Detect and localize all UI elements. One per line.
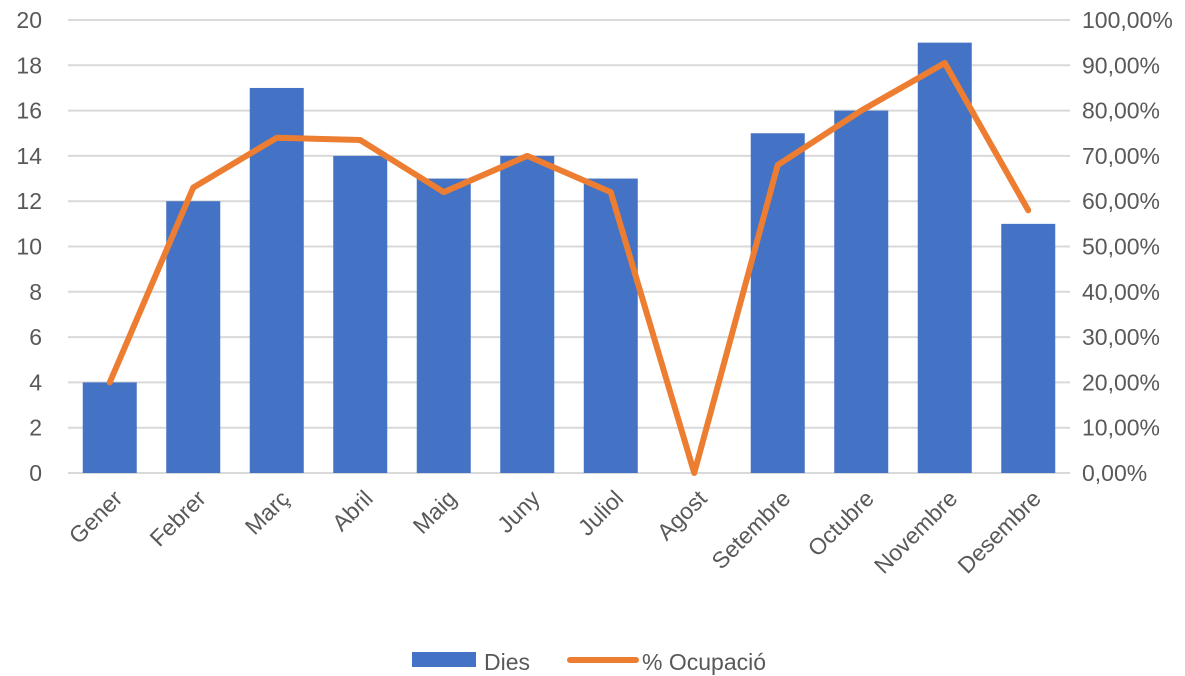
bar-octubre	[834, 111, 888, 473]
x-axis-label: Octubre	[803, 485, 879, 561]
x-axis-label: Febrer	[144, 485, 211, 552]
bar-gener	[83, 382, 137, 473]
right-axis-tick-label: 90,00%	[1082, 52, 1160, 78]
right-axis-tick-label: 30,00%	[1082, 324, 1160, 350]
left-axis-ticks: 0 2 4 6 8 10 12 14 16 18 20	[16, 7, 42, 486]
line-point-març	[276, 137, 278, 139]
legend-label-line: % Ocupació	[642, 649, 766, 675]
right-axis-tick-label: 40,00%	[1082, 279, 1160, 305]
x-axis-labels: Gener Febrer Març Abril Maig Juny Juliol AgostS…	[64, 485, 1046, 579]
right-axis-ticks: 0,00% 10,00% 20,00% 30,00% 40,00% 50,00% 60,00…	[1082, 7, 1173, 486]
right-axis-tick-label: 100,00%	[1082, 7, 1173, 33]
bar-desembre	[1001, 224, 1055, 473]
left-axis-tick-label: 0	[29, 460, 42, 486]
right-axis-tick-label: 10,00%	[1082, 415, 1160, 441]
x-axis-label: Desembre	[952, 485, 1045, 578]
left-axis-tick-label: 4	[29, 369, 42, 395]
line-point-novembre	[944, 62, 946, 64]
line-ocupacio	[110, 63, 1029, 473]
line-point-agost	[693, 472, 695, 474]
x-axis-label: Agost	[652, 485, 712, 545]
legend: Dies % Ocupació	[412, 649, 766, 675]
legend-swatch-bar	[412, 652, 476, 667]
x-axis-label: Juliol	[573, 485, 628, 540]
bar-novembre	[918, 43, 972, 473]
right-axis-tick-label: 80,00%	[1082, 98, 1160, 124]
bar-juny	[500, 156, 554, 473]
right-axis-tick-label: 20,00%	[1082, 369, 1160, 395]
line-point-juliol	[610, 191, 612, 193]
line-point-maig	[443, 191, 445, 193]
x-axis-label: Gener	[64, 485, 128, 549]
bar-febrer	[166, 201, 220, 473]
x-axis-label: Setembre	[706, 485, 795, 574]
bar-series	[83, 43, 1056, 473]
line-series	[109, 62, 1030, 474]
left-axis-tick-label: 8	[29, 279, 42, 305]
left-axis-tick-label: 20	[16, 7, 42, 33]
left-axis-tick-label: 14	[16, 143, 42, 169]
x-axis-label: Novembre	[869, 485, 962, 578]
left-axis-tick-label: 2	[29, 415, 42, 441]
left-axis-tick-label: 18	[16, 52, 42, 78]
right-axis-tick-label: 50,00%	[1082, 234, 1160, 260]
line-point-octubre	[860, 110, 862, 112]
line-point-desembre	[1027, 209, 1029, 211]
right-axis-tick-label: 60,00%	[1082, 188, 1160, 214]
line-point-juny	[526, 155, 528, 157]
left-axis-tick-label: 12	[16, 188, 42, 214]
right-axis-tick-label: 0,00%	[1082, 460, 1147, 486]
bar-juliol	[584, 179, 638, 473]
line-point-gener	[109, 381, 111, 383]
bar-maig	[417, 179, 471, 473]
line-point-febrer	[192, 187, 194, 189]
x-axis-label: Març	[240, 485, 295, 540]
x-axis-label: Abril	[327, 485, 378, 536]
x-axis-label: Maig	[408, 485, 462, 539]
bar-abril	[333, 156, 387, 473]
line-point-setembre	[777, 164, 779, 166]
bar-setembre	[751, 133, 805, 473]
line-point-abril	[359, 139, 361, 141]
x-axis-label: Juny	[492, 485, 545, 538]
left-axis-tick-label: 10	[16, 234, 42, 260]
left-axis-tick-label: 16	[16, 98, 42, 124]
right-axis-tick-label: 70,00%	[1082, 143, 1160, 169]
legend-label-bar: Dies	[484, 649, 530, 675]
left-axis-tick-label: 6	[29, 324, 42, 350]
